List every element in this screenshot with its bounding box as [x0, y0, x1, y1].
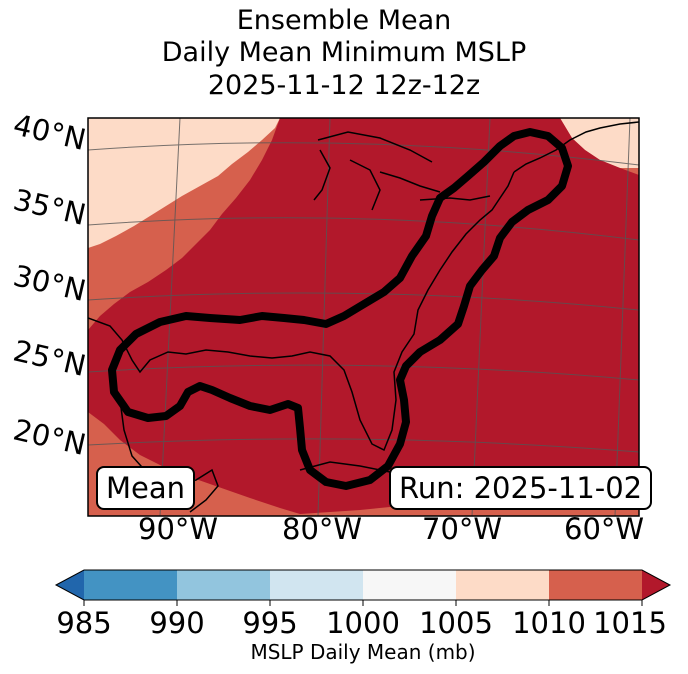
field-1005-ne: [560, 118, 639, 168]
field-1015: [88, 118, 639, 514]
colorbar-tick-995: 995: [242, 606, 298, 640]
colorbar-segment-990: [177, 570, 270, 600]
run-date-box: Run: 2025-11-02: [389, 466, 653, 510]
colorbar-tick-990: 990: [149, 606, 205, 640]
colorbar-over-arrow: [642, 570, 670, 600]
map-frame: [87, 117, 640, 517]
title-line-2: Daily Mean Minimum MSLP: [161, 37, 527, 68]
lon-label-70w: 70°W: [422, 512, 503, 546]
colorbar-label: MSLP Daily Mean (mb): [250, 640, 476, 664]
colorbar-under-arrow: [56, 570, 84, 600]
coastlines: [88, 121, 639, 513]
colorbar-segment-1005: [456, 570, 549, 600]
colorbar-tick-985: 985: [56, 606, 112, 640]
title-line-3: 2025-11-12 12z-12z: [207, 70, 481, 101]
colorbar-segment-995: [270, 570, 363, 600]
colorbar-tick-1005: 1005: [419, 606, 493, 640]
contour-line: [108, 128, 572, 490]
colorbar-tick-1010: 1010: [512, 606, 586, 640]
lon-label-90w: 90°W: [138, 512, 219, 546]
colorbar-segment-985: [84, 570, 177, 600]
colorbar-tick-1000: 1000: [326, 606, 400, 640]
colorbar-segment-1000: [363, 570, 456, 600]
field-1005-nw: [88, 118, 280, 248]
lon-label-60w: 60°W: [564, 512, 645, 546]
colorbar-segment-1010: [549, 570, 642, 600]
colorbar-tick-1015: 1015: [593, 606, 667, 640]
lon-label-80w: 80°W: [282, 512, 363, 546]
mean-label-box: Mean: [96, 466, 196, 510]
title-line-1: Ensemble Mean: [236, 5, 452, 36]
